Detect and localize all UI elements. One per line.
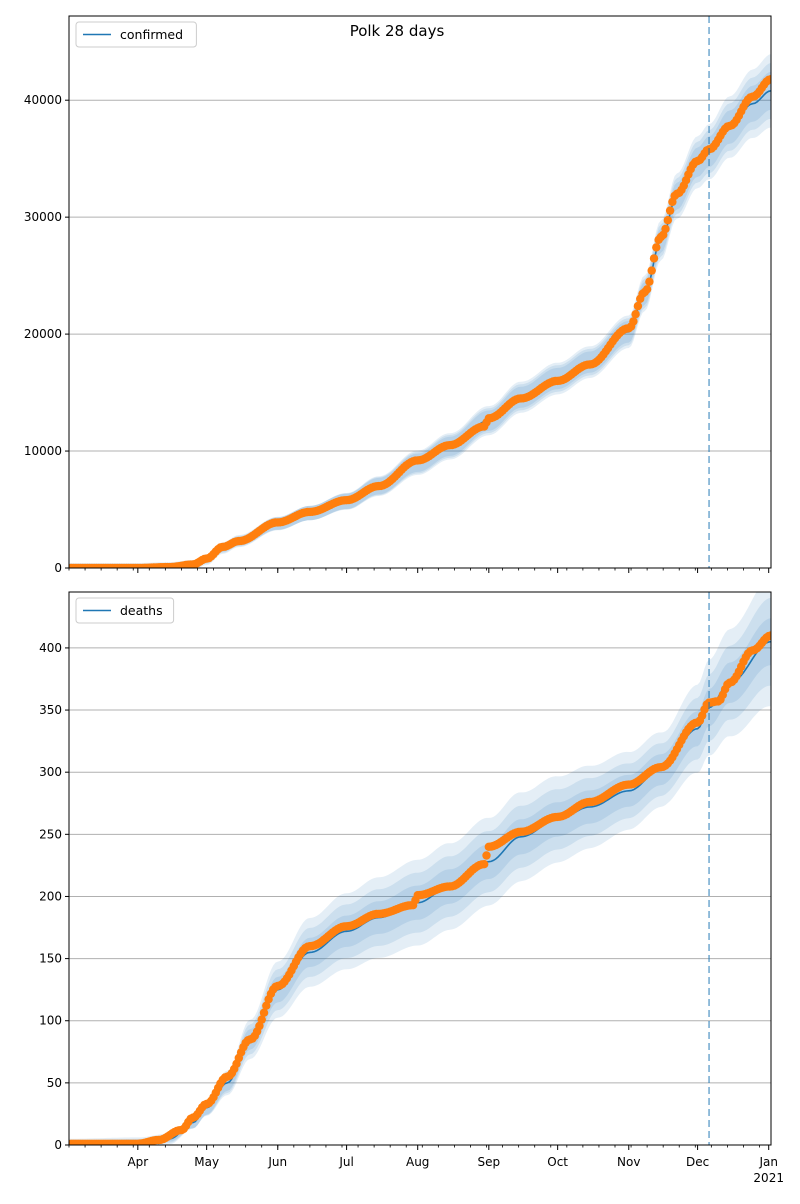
x-tick-label: Apr — [127, 1155, 148, 1169]
y-tick-label: 300 — [39, 765, 62, 779]
confirmed-confidence-band — [69, 54, 771, 568]
confirmed-data-point — [629, 317, 638, 326]
deaths-data-point — [482, 851, 491, 860]
confirmed-legend: confirmed — [75, 21, 197, 48]
y-tick-label: 250 — [39, 827, 62, 841]
deaths-data-point — [262, 1001, 271, 1010]
y-tick-label: 20000 — [24, 327, 62, 341]
confirmed-data-point — [766, 75, 771, 84]
confirmed-data-point — [649, 254, 659, 263]
y-tick-label: 400 — [39, 641, 62, 655]
legend-box — [75, 597, 175, 624]
y-tick-label: 40000 — [24, 93, 62, 107]
y-tick-label: 100 — [39, 1014, 62, 1028]
deaths-data-point — [766, 631, 771, 640]
figure-title: Polk 28 days — [350, 22, 445, 40]
confirmed-data-point — [647, 266, 656, 275]
x-tick-label: Jan — [758, 1155, 778, 1169]
y-tick-label: 150 — [39, 952, 62, 966]
x-tick-label: Jul — [338, 1155, 353, 1169]
deaths-axes-frame — [68, 591, 772, 1146]
y-tick-label: 10000 — [24, 444, 62, 458]
deaths-data-point — [259, 1008, 269, 1017]
x-tick-label: Oct — [547, 1155, 568, 1169]
x-year-label: 2021 — [753, 1171, 784, 1185]
confirmed-data-point — [642, 285, 652, 294]
deaths-legend: deaths — [75, 597, 175, 624]
y-tick-label: 50 — [47, 1076, 62, 1090]
confirmed-data-point — [645, 277, 654, 286]
x-tick-label: Sep — [478, 1155, 501, 1169]
deaths-plot-area — [69, 592, 771, 1145]
deaths-data-point — [257, 1015, 266, 1024]
x-tick-label: Dec — [686, 1155, 709, 1169]
confirmed-panel: 0 10000 20000 30000 40000 confirmed — [24, 15, 772, 575]
y-tick-label: 0 — [54, 1138, 62, 1152]
legend-box — [75, 21, 197, 48]
deaths-panel: 0 50 100 150 200 250 300 350 400 Apr May Jun Jul Aug S… — [39, 591, 784, 1185]
confirmed-data-point — [665, 206, 675, 215]
x-tick-label: Nov — [617, 1155, 640, 1169]
y-tick-label: 30000 — [24, 210, 62, 224]
confirmed-data-point — [663, 216, 672, 225]
y-tick-label: 0 — [54, 561, 62, 575]
deaths-confidence-band — [69, 592, 771, 1145]
legend-label: deaths — [120, 603, 163, 618]
confirmed-data-point — [652, 243, 661, 252]
confirmed-axes-frame — [68, 15, 772, 569]
legend-label: confirmed — [120, 27, 183, 42]
x-tick-label: May — [194, 1155, 219, 1169]
y-tick-label: 200 — [39, 889, 62, 903]
confirmed-data-point — [661, 224, 670, 234]
x-tick-label: Jun — [267, 1155, 287, 1169]
deaths-data-point — [255, 1021, 264, 1031]
confirmed-confidence-band — [69, 63, 771, 568]
confirmed-plot-area — [69, 54, 771, 568]
x-tick-label: Aug — [406, 1155, 429, 1169]
confirmed-data-point — [633, 301, 643, 311]
y-tick-label: 350 — [39, 703, 62, 717]
confirmed-data-point — [631, 310, 640, 319]
deaths-data-point — [480, 860, 489, 869]
